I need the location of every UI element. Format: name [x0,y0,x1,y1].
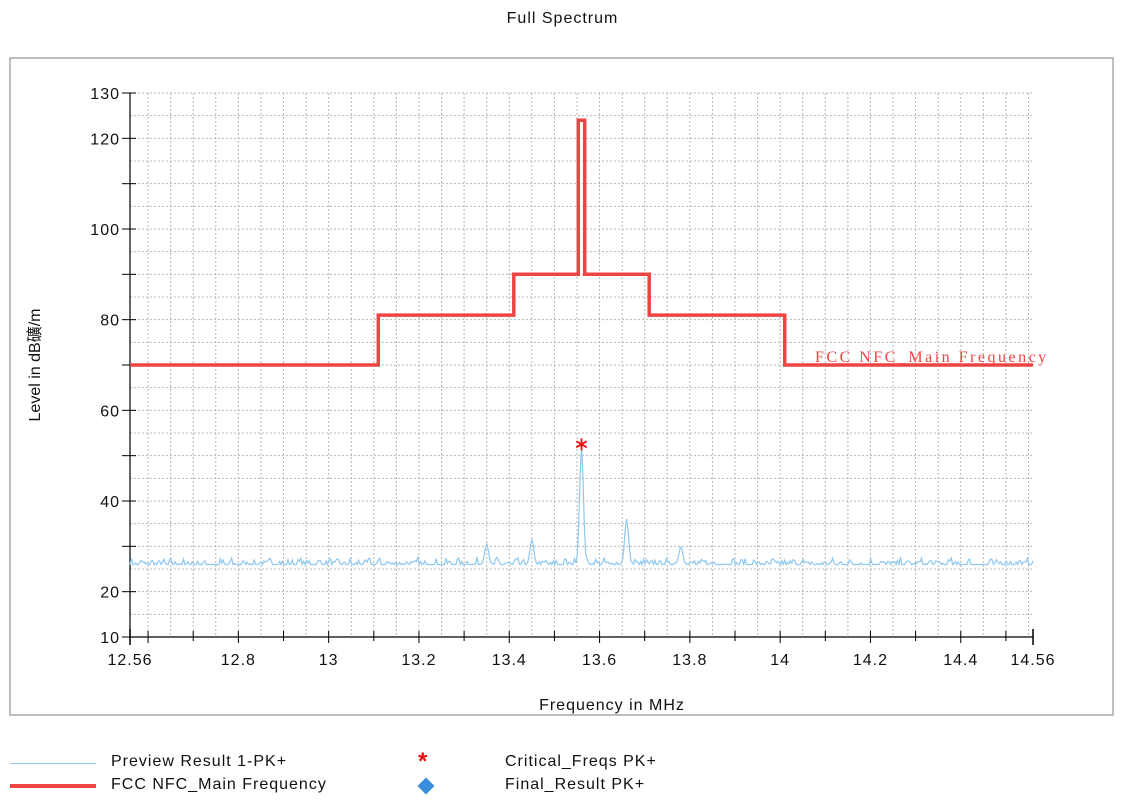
y-tick-label: 60 [100,403,120,420]
x-tick-label: 12.56 [107,652,152,669]
y-tick-label: 20 [100,585,120,602]
legend-critical-label: Critical_Freqs PK+ [505,753,657,770]
x-tick-label: 13.6 [582,652,617,669]
y-tick-label: 120 [90,131,120,148]
chart-title: Full Spectrum [506,10,619,27]
legend-critical-star-icon: * [418,748,428,775]
x-tick-label: 14.4 [943,652,978,669]
x-tick-label: 14.56 [1010,652,1055,669]
x-tick-label: 13.4 [492,652,527,669]
y-tick-label: 130 [90,86,120,103]
legend-limit-label: FCC NFC_Main Frequency [111,776,327,793]
legend-limit-line [10,784,96,788]
critical-freq-marker [575,438,588,451]
x-tick-label: 14 [770,652,790,669]
y-tick-label: 10 [100,630,120,647]
y-tick-label: 40 [100,494,120,511]
legend-preview-line [10,763,96,764]
series [129,118,1034,567]
x-tick-label: 13.8 [672,652,707,669]
legend-preview-label: Preview Result 1-PK+ [111,753,288,770]
legend-final-label: Final_Result PK+ [505,776,646,793]
x-axis-label: Frequency in MHz [539,697,685,714]
limit-line-annotation: FCC NFC_Main Frequency [815,349,1049,366]
x-tick-label: 14.2 [853,652,888,669]
axes: 10 20 40 60 80 100 120 130 12.56 12.8 13 13.2 13.4 13… [90,86,1055,669]
y-tick-label: 80 [100,313,120,330]
chart-frame [9,57,1114,716]
x-tick-label: 13 [319,652,339,669]
x-tick-label: 12.8 [221,652,256,669]
x-tick-label: 13.2 [401,652,436,669]
y-axis-label: Level in dB礦/m [26,309,44,422]
limit-line-trace [130,118,1033,367]
y-tick-label: 100 [90,222,120,239]
